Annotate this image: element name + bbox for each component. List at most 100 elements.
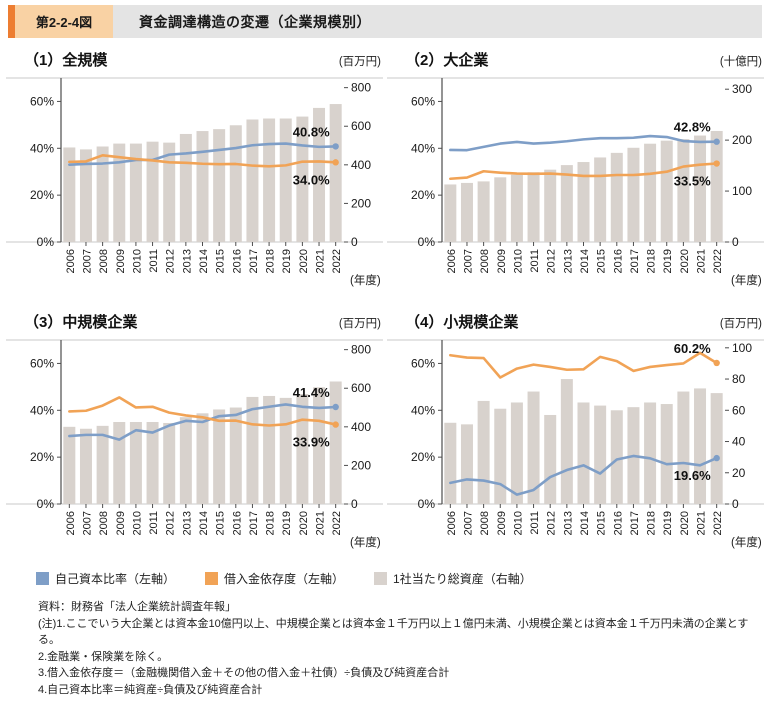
svg-text:2009: 2009 — [115, 249, 127, 273]
svg-text:2015: 2015 — [596, 249, 608, 273]
svg-text:2022: 2022 — [331, 249, 343, 273]
svg-text:200: 200 — [732, 133, 752, 147]
svg-text:100: 100 — [732, 184, 752, 198]
svg-text:0%: 0% — [37, 497, 55, 511]
note-line-2: 2.金融業・保険業を除く。 — [38, 650, 169, 663]
svg-text:2006: 2006 — [65, 511, 77, 535]
svg-text:2019: 2019 — [281, 249, 293, 273]
svg-text:20%: 20% — [411, 450, 435, 464]
svg-text:2018: 2018 — [265, 249, 277, 273]
svg-text:2020: 2020 — [679, 249, 691, 273]
svg-text:2007: 2007 — [81, 511, 93, 535]
svg-text:200: 200 — [351, 196, 371, 210]
svg-text:40%: 40% — [30, 403, 54, 417]
svg-text:40%: 40% — [30, 141, 54, 155]
svg-text:600: 600 — [351, 119, 371, 133]
svg-text:20%: 20% — [30, 450, 54, 464]
panel-2-unit-label: (十億円) — [719, 56, 762, 68]
svg-text:19.6%: 19.6% — [674, 468, 711, 483]
svg-text:(年度): (年度) — [731, 273, 762, 287]
svg-text:2012: 2012 — [165, 249, 177, 273]
svg-text:2018: 2018 — [265, 511, 277, 535]
svg-text:40%: 40% — [411, 141, 435, 155]
svg-text:2007: 2007 — [462, 249, 474, 273]
svg-text:2013: 2013 — [562, 511, 574, 535]
svg-text:2019: 2019 — [281, 511, 293, 535]
svg-text:2007: 2007 — [462, 511, 474, 535]
svg-text:0%: 0% — [37, 235, 55, 249]
svg-text:2020: 2020 — [298, 511, 310, 535]
svg-text:2012: 2012 — [165, 511, 177, 535]
svg-text:2012: 2012 — [546, 249, 558, 273]
svg-text:41.4%: 41.4% — [293, 385, 330, 400]
figure-header: 第2-2-4図 資金調達構造の変遷（企業規模別） — [8, 5, 762, 38]
svg-text:2013: 2013 — [562, 249, 574, 273]
legend-item-total-assets: 1社当たり総資産（右軸） — [374, 570, 532, 587]
panel-3-title: （3）中規模企業 — [24, 314, 138, 331]
legend-item-borrowing-dependence: 借入金依存度（左軸） — [205, 570, 344, 587]
svg-text:2019: 2019 — [662, 249, 674, 273]
svg-text:(年度): (年度) — [350, 535, 381, 549]
svg-text:0: 0 — [351, 497, 358, 511]
svg-text:40: 40 — [732, 435, 746, 449]
accent-bar — [8, 5, 15, 38]
svg-text:2017: 2017 — [248, 511, 260, 535]
svg-text:2021: 2021 — [315, 511, 327, 535]
svg-text:(年度): (年度) — [731, 535, 762, 549]
svg-text:600: 600 — [351, 381, 371, 395]
svg-text:2015: 2015 — [215, 511, 227, 535]
svg-text:60: 60 — [732, 403, 746, 417]
note-line-4: 4.自己資本比率＝純資産÷負債及び純資産合計 — [38, 683, 263, 696]
svg-text:60%: 60% — [30, 94, 54, 108]
svg-text:2013: 2013 — [181, 511, 193, 535]
svg-text:2006: 2006 — [446, 511, 458, 535]
svg-text:200: 200 — [351, 458, 371, 472]
svg-text:33.9%: 33.9% — [293, 435, 330, 450]
svg-text:0: 0 — [732, 235, 739, 249]
panel-4-chart: 0% 20% 40% 60% 0 20 40 60 80 100 2006 2007 2008 2009 2… — [387, 339, 764, 549]
svg-text:2021: 2021 — [315, 249, 327, 273]
svg-text:2007: 2007 — [81, 249, 93, 273]
svg-text:2022: 2022 — [712, 249, 724, 273]
svg-text:2008: 2008 — [479, 249, 491, 273]
chart-panel-1: （1）全規模 (百万円) 0% 20% 40% 60% 0 200 400 600 800 200… — [6, 46, 383, 298]
chart-panel-3: （3）中規模企業 (百万円) 0% 20% 40% 60% 0 200 400 600 800 2… — [6, 308, 383, 560]
svg-text:60%: 60% — [30, 356, 54, 370]
svg-text:2006: 2006 — [446, 249, 458, 273]
svg-text:2014: 2014 — [198, 511, 210, 535]
svg-text:60.2%: 60.2% — [674, 341, 711, 356]
svg-text:34.0%: 34.0% — [293, 172, 330, 187]
note-line-3: 3.借入金依存度＝（金融機関借入金＋その他の借入金＋社債）÷負債及び純資産合計 — [38, 667, 450, 679]
svg-text:2006: 2006 — [65, 249, 77, 273]
svg-text:2018: 2018 — [646, 511, 658, 535]
svg-text:33.5%: 33.5% — [674, 174, 711, 189]
svg-text:2020: 2020 — [298, 249, 310, 273]
panel-4-unit-label: (百万円) — [719, 318, 762, 330]
svg-text:20: 20 — [732, 466, 746, 480]
svg-text:42.8%: 42.8% — [674, 120, 711, 135]
svg-text:2016: 2016 — [231, 511, 243, 535]
svg-text:2022: 2022 — [712, 511, 724, 535]
svg-text:2009: 2009 — [115, 511, 127, 535]
borrowing-dependence-swatch-icon — [205, 572, 219, 585]
panel-3-unit-label: (百万円) — [338, 318, 381, 330]
total-assets-swatch-icon — [374, 572, 388, 585]
svg-text:0: 0 — [732, 497, 739, 511]
svg-text:60%: 60% — [411, 356, 435, 370]
chart-panels-grid: （1）全規模 (百万円) 0% 20% 40% 60% 0 200 400 600 800 200… — [0, 46, 770, 560]
svg-text:2017: 2017 — [629, 511, 641, 535]
svg-text:2017: 2017 — [629, 249, 641, 273]
svg-text:2015: 2015 — [596, 511, 608, 535]
svg-text:2017: 2017 — [248, 249, 260, 273]
svg-text:0: 0 — [351, 235, 358, 249]
svg-text:400: 400 — [351, 158, 371, 172]
panel-2-title: （2）大企業 — [405, 52, 489, 69]
svg-text:20%: 20% — [411, 188, 435, 202]
panel-1-title: （1）全規模 — [24, 52, 108, 69]
panel-1-chart: 0% 20% 40% 60% 0 200 400 600 800 2006 2007 2008 2009… — [6, 77, 383, 287]
source-note: 資料：財務省「法人企業統計調査年報」 — [38, 601, 236, 613]
svg-text:2010: 2010 — [512, 511, 524, 535]
svg-text:2021: 2021 — [696, 511, 708, 535]
svg-text:2014: 2014 — [579, 511, 591, 535]
svg-text:2010: 2010 — [131, 511, 143, 535]
